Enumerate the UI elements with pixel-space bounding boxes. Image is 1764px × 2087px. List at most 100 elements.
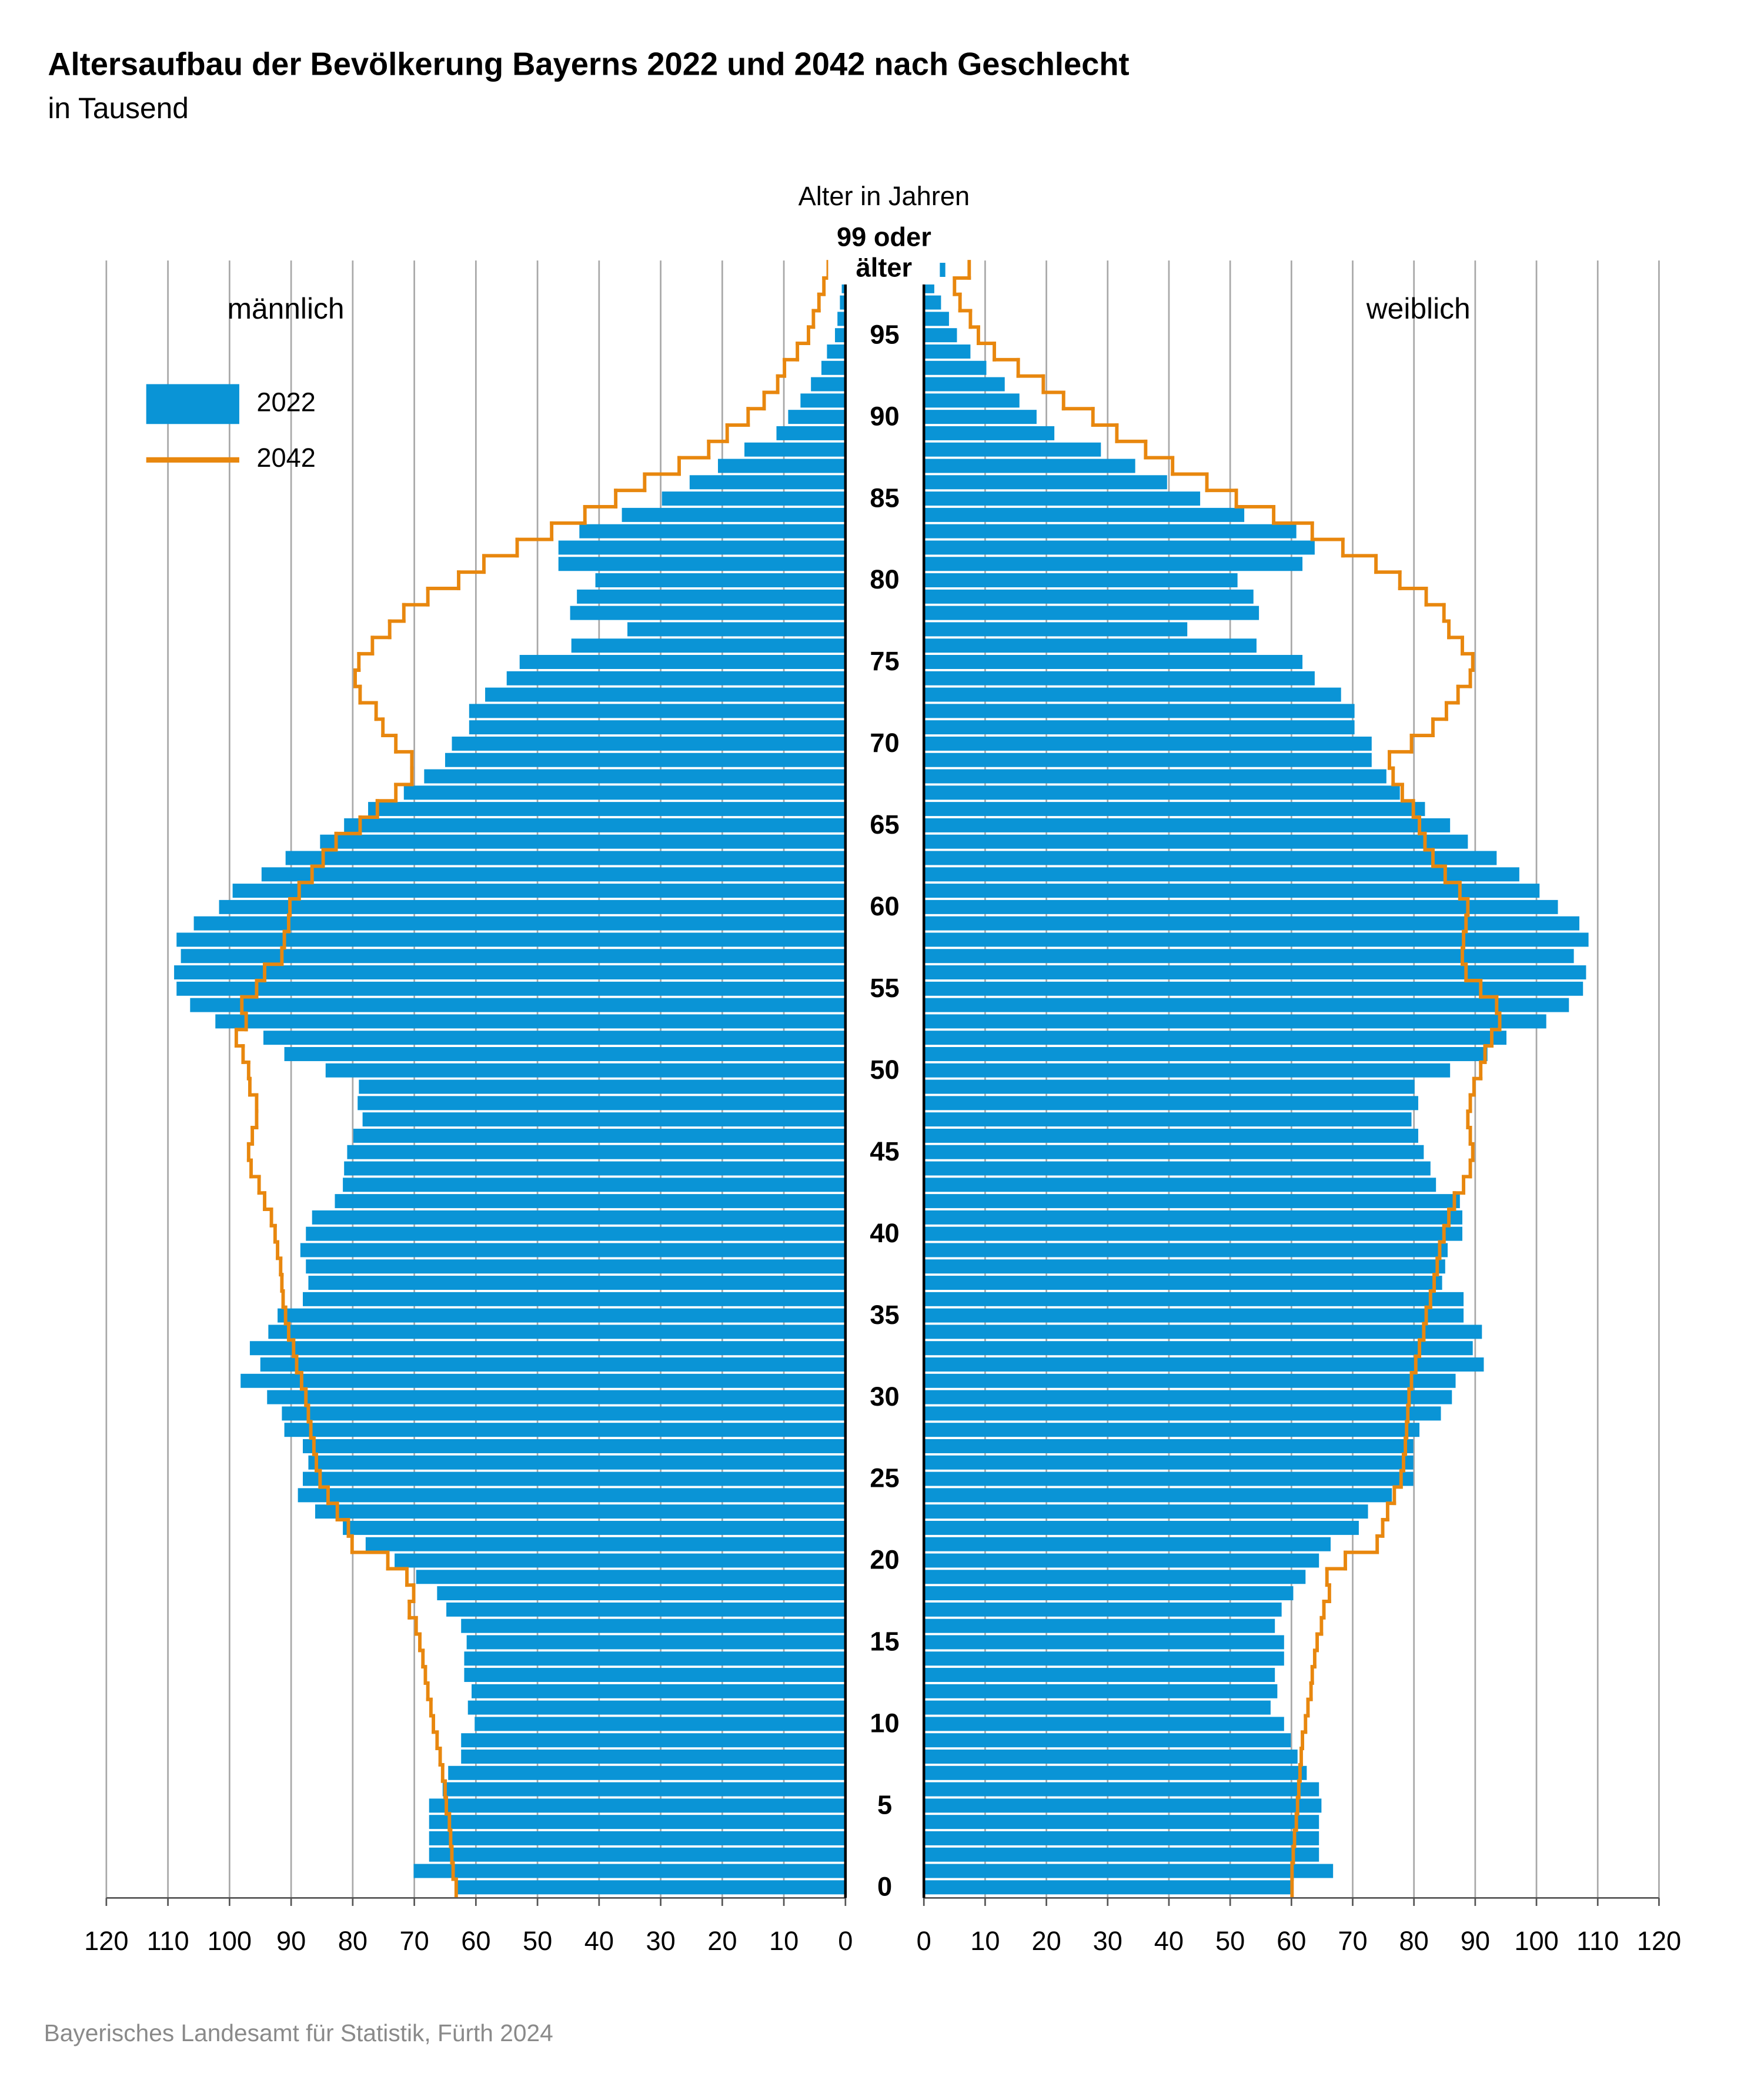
bar xyxy=(835,328,846,343)
bar xyxy=(924,1700,1271,1715)
x-tick-label: 60 xyxy=(1277,1926,1306,1956)
x-tick-label: 10 xyxy=(769,1926,799,1956)
bar xyxy=(924,459,1135,473)
y-tick-label: 65 xyxy=(870,810,899,840)
bar xyxy=(344,1161,846,1176)
bar xyxy=(315,1504,846,1519)
bar xyxy=(924,1112,1412,1127)
bar xyxy=(924,1161,1431,1176)
y-axis-title: Alter in Jahren xyxy=(799,181,970,211)
bar xyxy=(452,736,846,751)
x-tick-label: 40 xyxy=(584,1926,614,1956)
bar xyxy=(924,981,1583,996)
x-tick-label: 120 xyxy=(1637,1926,1681,1956)
bar xyxy=(924,360,987,375)
bar xyxy=(924,1194,1460,1209)
bar xyxy=(924,1031,1506,1045)
bar xyxy=(232,884,846,898)
bar xyxy=(924,557,1303,571)
y-tick-label: 30 xyxy=(870,1382,899,1412)
bar xyxy=(924,524,1297,539)
bar xyxy=(821,360,846,375)
bar xyxy=(924,1325,1482,1339)
bar xyxy=(429,1831,846,1845)
x-tick-label: 20 xyxy=(1031,1926,1061,1956)
bar xyxy=(260,1357,846,1372)
x-tick-label: 50 xyxy=(1215,1926,1245,1956)
bar xyxy=(365,1537,846,1551)
bar xyxy=(924,736,1372,751)
bar xyxy=(924,899,1558,914)
bar xyxy=(924,949,1574,964)
bar xyxy=(924,1570,1306,1584)
bar xyxy=(924,687,1341,702)
bar xyxy=(924,1831,1319,1845)
bar xyxy=(924,475,1167,490)
y-tick-label: 50 xyxy=(870,1055,899,1085)
bar xyxy=(176,981,846,996)
x-tick-label: 110 xyxy=(1576,1926,1619,1956)
x-tick-label: 40 xyxy=(1154,1926,1184,1956)
bar xyxy=(298,1488,846,1503)
bar xyxy=(924,834,1468,849)
bar xyxy=(278,1308,846,1323)
bar xyxy=(306,1226,846,1241)
bar xyxy=(827,344,846,359)
bar xyxy=(268,1325,846,1339)
bar xyxy=(442,1782,846,1797)
bar xyxy=(362,1112,846,1127)
y-tick-label: 15 xyxy=(870,1627,899,1657)
y-tick-label: 60 xyxy=(870,891,899,921)
bar xyxy=(368,802,846,817)
legend-label: 2022 xyxy=(256,387,316,417)
x-tick-label: 80 xyxy=(1399,1926,1429,1956)
bar xyxy=(924,1602,1282,1617)
y-tick-label-box: 99 oder älter xyxy=(828,223,940,285)
y-tick-label: 40 xyxy=(870,1218,899,1248)
bar xyxy=(924,932,1589,947)
bar xyxy=(662,491,846,506)
bar xyxy=(437,1586,846,1601)
bar xyxy=(358,1096,846,1111)
bar xyxy=(811,377,846,392)
y-tick-label: 99 oder älter xyxy=(828,223,940,285)
bar xyxy=(595,573,846,588)
bar xyxy=(837,312,846,326)
x-tick-label: 30 xyxy=(1093,1926,1122,1956)
bar xyxy=(570,606,846,620)
bar xyxy=(579,524,846,539)
x-tick-label: 0 xyxy=(917,1926,931,1956)
y-tick-label: 10 xyxy=(870,1708,899,1738)
bar xyxy=(924,589,1254,604)
bar xyxy=(924,671,1315,685)
bar xyxy=(776,426,846,440)
bar xyxy=(303,1439,846,1453)
y-tick-label: 85 xyxy=(870,483,899,513)
bar xyxy=(924,884,1540,898)
x-tick-label: 0 xyxy=(838,1926,853,1956)
bar xyxy=(924,1210,1462,1225)
bar xyxy=(312,1210,846,1225)
bar xyxy=(924,426,1055,440)
bar xyxy=(343,1178,846,1192)
x-tick-label: 100 xyxy=(208,1926,252,1956)
bar xyxy=(689,475,846,490)
y-tick-label: 20 xyxy=(870,1545,899,1575)
bar xyxy=(924,312,949,326)
bar xyxy=(464,1651,846,1666)
side-label: männlich xyxy=(228,292,345,325)
bar xyxy=(924,1079,1415,1094)
y-tick-label: 55 xyxy=(870,973,899,1003)
bar xyxy=(240,1373,846,1388)
bar xyxy=(924,1128,1418,1143)
bar xyxy=(924,507,1245,522)
bar xyxy=(284,1047,846,1061)
bar xyxy=(924,540,1315,555)
bar xyxy=(924,867,1519,882)
bar xyxy=(924,802,1425,817)
bar xyxy=(924,1373,1456,1388)
bar xyxy=(249,1341,846,1356)
bar xyxy=(924,1765,1307,1780)
bar xyxy=(924,1455,1414,1470)
